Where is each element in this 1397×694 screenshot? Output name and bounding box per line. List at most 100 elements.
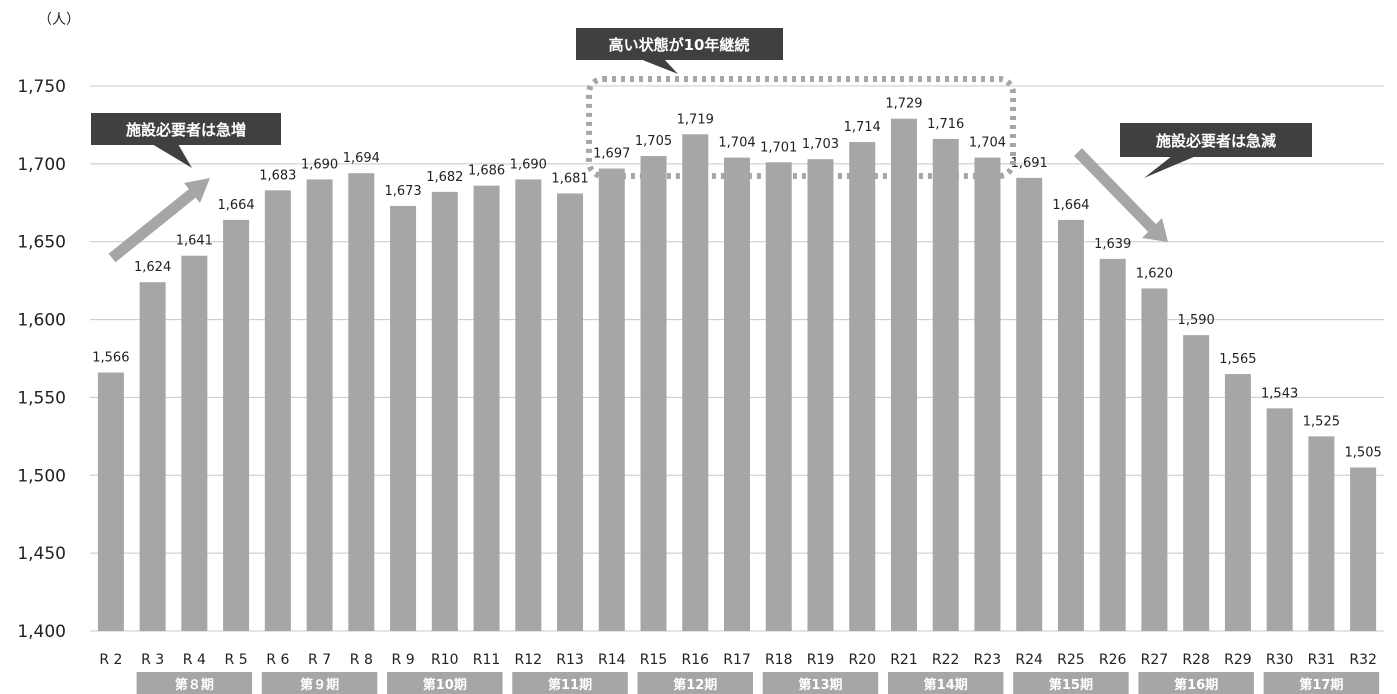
data-label: 1,681	[551, 171, 588, 186]
data-label: 1,624	[134, 260, 171, 275]
data-label: 1,686	[468, 164, 505, 179]
y-tick-label: 1,600	[17, 311, 66, 331]
data-label: 1,703	[802, 137, 839, 152]
x-tick-label: R19	[807, 652, 835, 668]
x-tick-label: R20	[848, 652, 876, 668]
data-label: 1,664	[217, 198, 254, 213]
plateau-highlight-box	[586, 76, 1016, 179]
y-tick-label: 1,750	[17, 77, 66, 97]
data-label: 1,590	[1178, 313, 1215, 328]
x-axis-ticks: R 2 R 3 R 4 R 5 R 6 R 7 R 8 R 9 R10 R11 R12 R13 R14 R…	[99, 652, 1377, 668]
bar	[348, 173, 375, 631]
x-tick-label: R24	[1015, 652, 1043, 668]
y-tick-label: 1,500	[17, 466, 66, 486]
period-band	[637, 672, 753, 694]
bar	[1057, 219, 1084, 631]
x-tick-label: R17	[723, 652, 751, 668]
bars	[97, 118, 1377, 632]
period-band	[887, 672, 1004, 694]
period-band	[512, 672, 628, 694]
data-label: 1,565	[1219, 352, 1256, 367]
bar	[1016, 177, 1043, 631]
bar	[97, 372, 124, 631]
data-label: 1,682	[426, 170, 463, 185]
bar	[264, 190, 291, 632]
x-tick-label: R21	[890, 652, 918, 668]
bar	[390, 205, 417, 631]
y-unit-label: （人）	[38, 12, 80, 28]
x-tick-label: R29	[1224, 652, 1252, 668]
data-label: 1,639	[1094, 237, 1131, 252]
x-tick-label: R 5	[225, 652, 248, 668]
bar	[1099, 258, 1126, 631]
period-label: 第12期	[673, 677, 717, 693]
bar	[557, 193, 584, 631]
bar	[598, 168, 625, 631]
x-tick-label: R32	[1349, 652, 1377, 668]
period-band	[1263, 672, 1380, 694]
bar	[515, 179, 542, 631]
period-bands: 第８期 第９期 第10期 第11期 第12期 第13期 第14期 第15期 第16期 第17期	[136, 672, 1380, 694]
data-label: 1,664	[1052, 198, 1089, 213]
bar	[1141, 288, 1168, 631]
data-label: 1,505	[1345, 446, 1382, 461]
data-label: 1,729	[885, 97, 922, 112]
x-tick-label: R28	[1182, 652, 1210, 668]
x-tick-label: R18	[765, 652, 793, 668]
period-label: 第11期	[548, 677, 592, 693]
data-label: 1,694	[343, 151, 380, 166]
plateau-callout: 高い状態が10年継続	[576, 28, 783, 74]
period-band	[1013, 672, 1129, 694]
plateau-callout-text: 高い状態が10年継続	[609, 36, 750, 54]
period-band	[261, 672, 378, 694]
bar	[807, 159, 834, 631]
data-label: 1,673	[384, 184, 421, 199]
period-band	[1138, 672, 1254, 694]
data-label: 1,704	[969, 136, 1006, 151]
x-tick-label: R25	[1057, 652, 1085, 668]
period-label: 第17期	[1299, 677, 1343, 693]
x-tick-label: R10	[431, 652, 459, 668]
bar	[682, 134, 709, 631]
x-tick-label: R27	[1141, 652, 1169, 668]
data-label: 1,701	[760, 140, 797, 155]
y-tick-label: 1,450	[17, 544, 66, 564]
bar	[1224, 374, 1251, 631]
x-tick-label: R 6	[266, 652, 289, 668]
data-label: 1,543	[1261, 386, 1298, 401]
data-label: 1,620	[1136, 266, 1173, 281]
data-label: 1,690	[301, 157, 338, 172]
period-label: 第10期	[423, 677, 467, 693]
decrease-arrow	[1074, 148, 1168, 242]
period-label: 第８期	[175, 677, 214, 693]
x-tick-label: R23	[974, 652, 1002, 668]
y-tick-label: 1,550	[17, 388, 66, 408]
period-band	[387, 672, 503, 694]
bar	[974, 157, 1001, 631]
bar	[890, 118, 917, 631]
period-label: 第16期	[1174, 677, 1218, 693]
x-tick-label: R13	[556, 652, 584, 668]
data-label: 1,641	[176, 234, 213, 249]
period-label: 第９期	[300, 677, 339, 693]
x-tick-label: R 8	[350, 652, 373, 668]
x-tick-label: R 4	[183, 652, 206, 668]
x-tick-label: R 2	[99, 652, 122, 668]
bar	[223, 219, 250, 631]
bar	[932, 138, 959, 631]
increase-arrow	[108, 178, 210, 263]
bar	[473, 185, 500, 631]
y-axis-ticks: 1,400 1,450 1,500 1,550 1,600 1,650 1,700 1,750	[17, 77, 66, 642]
y-tick-label: 1,700	[17, 155, 66, 175]
x-tick-label: R30	[1266, 652, 1294, 668]
x-tick-label: R 9	[392, 652, 415, 668]
x-tick-label: R31	[1308, 652, 1336, 668]
data-label: 1,714	[844, 120, 881, 135]
data-labels: 1,566 1,624 1,641 1,664 1,683 1,690 1,694 1,673…	[92, 97, 1381, 461]
bar	[640, 156, 667, 632]
data-label: 1,691	[1011, 156, 1048, 171]
period-label: 第15期	[1049, 677, 1093, 693]
data-label: 1,690	[510, 157, 547, 172]
bar	[139, 282, 166, 631]
bar	[1308, 436, 1335, 631]
